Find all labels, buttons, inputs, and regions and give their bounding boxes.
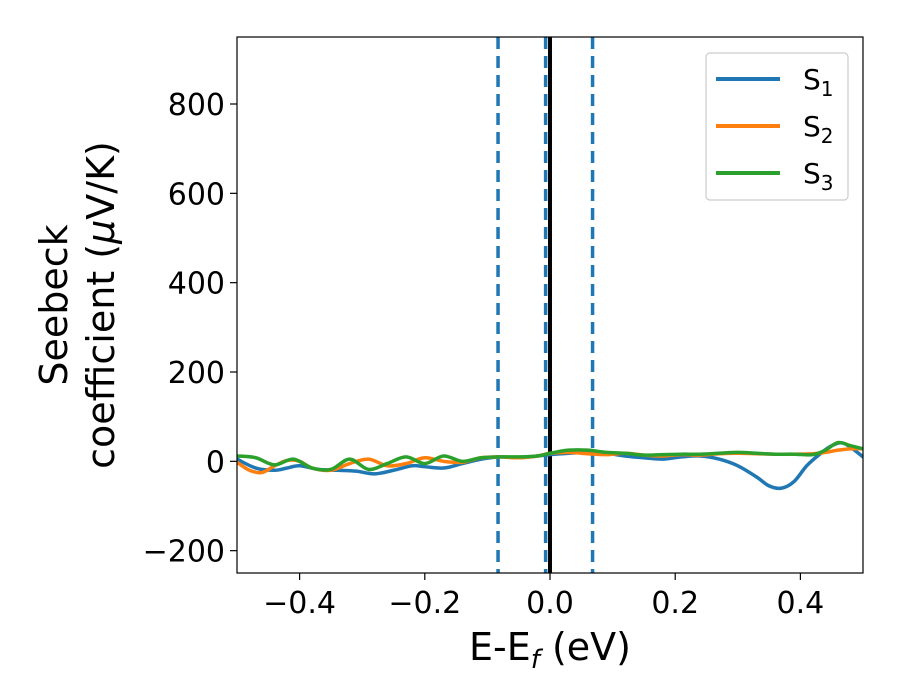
y-tick-label: 0 bbox=[206, 445, 225, 480]
x-tick-label: −0.4 bbox=[263, 586, 336, 621]
y-axis-title-mu: μ bbox=[79, 220, 123, 245]
x-tick-label: 0.4 bbox=[777, 586, 825, 621]
y-axis-title-text: coefficient ( bbox=[79, 244, 123, 469]
y-axis-title-line2: coefficient (μV/K) bbox=[79, 141, 123, 469]
y-tick-label: 600 bbox=[168, 177, 225, 212]
y-axis-title-line1: Seebeck bbox=[32, 224, 76, 385]
x-axis-title-unit: (eV) bbox=[540, 625, 631, 669]
y-axis-title-unit: V/K) bbox=[79, 141, 123, 220]
x-axis-title: E-Ef (eV) bbox=[469, 625, 631, 675]
y-tick-label: 400 bbox=[168, 267, 225, 302]
y-tick-label: 800 bbox=[168, 88, 225, 123]
x-axis-title-main: E-E bbox=[469, 625, 531, 669]
legend: S1 S2 S3 bbox=[705, 52, 849, 201]
x-tick-label: 0.2 bbox=[651, 586, 699, 621]
y-tick-label: −200 bbox=[143, 535, 225, 570]
y-tick-label: 200 bbox=[168, 356, 225, 391]
reference-lines bbox=[496, 37, 595, 573]
y-axis: −200 0 200 400 600 800 bbox=[143, 88, 237, 570]
legend-label-s2: S2 bbox=[803, 110, 834, 148]
series-layer bbox=[237, 440, 863, 491]
x-tick-label: 0.0 bbox=[526, 586, 574, 621]
y-axis-title: Seebeck coefficient (μV/K) bbox=[32, 141, 123, 469]
legend-label-s3: S3 bbox=[803, 157, 834, 195]
x-tick-label: −0.2 bbox=[388, 586, 461, 621]
series-line-s3 bbox=[237, 440, 863, 472]
x-axis: −0.4 −0.2 0.0 0.2 0.4 bbox=[263, 573, 824, 621]
legend-label-s1: S1 bbox=[803, 63, 834, 101]
